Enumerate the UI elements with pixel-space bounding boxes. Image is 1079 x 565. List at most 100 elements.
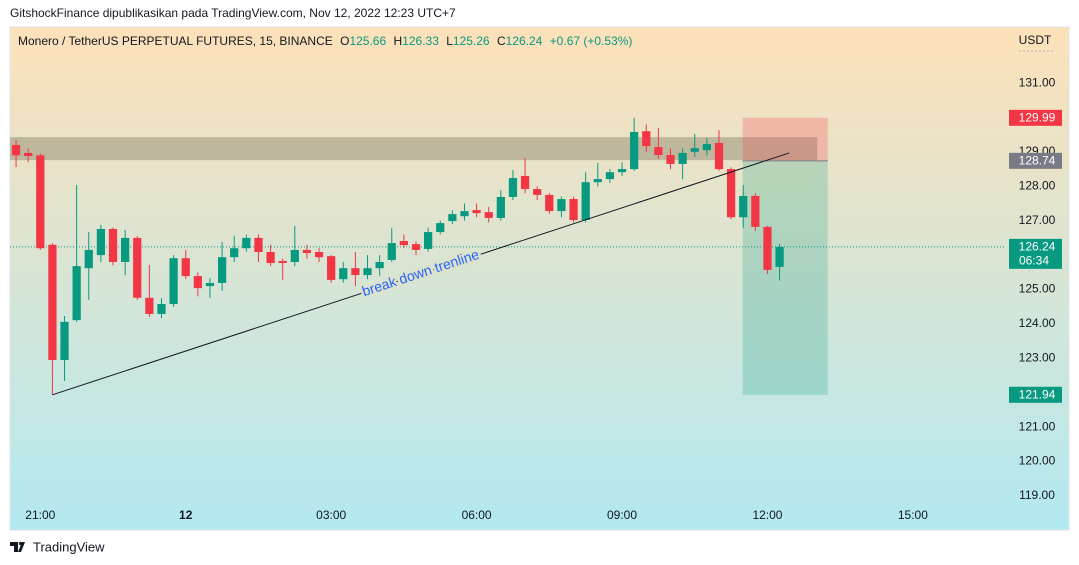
candle-body [387,243,396,260]
candle-body [72,266,81,321]
candle-body [448,214,457,222]
ohlc-label: H [394,34,403,48]
currency: USDT [1019,33,1052,47]
candle-body [351,268,360,276]
candle-body [145,297,154,314]
candle-body [423,232,433,249]
candle-body [654,147,663,155]
candle-body [751,195,760,227]
candle-body [642,131,651,147]
candle-body [36,155,45,249]
candle-body [472,210,481,214]
x-tick-label: 12:00 [752,508,782,522]
candle-body [581,182,590,221]
candle-body [363,268,372,276]
y-tick-label: 131.00 [1019,75,1056,89]
y-tick-label: 127.00 [1019,213,1056,227]
candle-body [726,169,736,218]
price-tag [1009,152,1062,169]
candle-body [266,252,275,264]
candle-body [436,223,445,233]
candle-body [24,152,33,157]
x-tick-label: 12 [179,508,193,522]
brand: TradingView [33,539,105,554]
candle-body [775,246,784,267]
candle-body [181,258,190,277]
candle-body [714,142,724,170]
ohlc-value: 126.33 [402,34,439,48]
ohlc-label: L [446,34,453,48]
candle-body [545,194,554,212]
candle-body [60,321,69,361]
change: +0.67 (+0.53%) [550,34,633,48]
candle-body [678,152,687,164]
y-tick-label: 121.00 [1019,419,1056,433]
candle-body [108,228,118,262]
candle-body [290,249,299,262]
candle-body [533,189,542,195]
candle-body [169,258,178,304]
x-tick-label: 06:00 [462,508,492,522]
candle-body [11,145,21,156]
candle-body [84,249,93,269]
candle-body [48,244,57,361]
x-tick-label: 09:00 [607,508,637,522]
candle-body [763,226,772,270]
ohlc-value: 125.26 [453,34,490,48]
candle-body [605,172,615,180]
candle-body [690,148,699,152]
y-tick-label: 124.00 [1019,316,1056,330]
candle-body [133,237,142,298]
candle-body [630,131,639,170]
candle-body [617,169,627,173]
candle-body [702,143,711,151]
candle-body [121,237,130,262]
ohlc-value: 126.24 [506,34,543,48]
candle-body [411,244,421,250]
candle-body [205,282,215,287]
logo-dot [18,541,23,546]
candle-body [666,154,675,164]
price-tag-label: 128.74 [1019,154,1056,168]
candle-body [484,212,493,218]
y-tick-label: 128.00 [1019,178,1056,192]
x-tick-label: 21:00 [25,508,55,522]
candle-body [96,228,106,256]
plot-background [9,26,1070,531]
candle-body [508,178,518,197]
candle-body [460,211,469,217]
candle-body [157,303,166,314]
x-tick-label: 15:00 [898,508,928,522]
price-tag [1009,386,1062,403]
candle-body [569,199,578,221]
candle-body [593,179,602,183]
x-tick-label: 03:00 [316,508,346,522]
candle-body [375,261,384,269]
logo-mark [10,542,25,552]
candle-body [339,268,348,280]
attribution: GitshockFinance dipublikasikan pada Trad… [10,6,456,20]
y-tick-label: 123.00 [1019,350,1056,364]
zone [10,137,818,161]
candle-body [496,196,505,218]
candle-body [314,252,324,258]
candle-body [739,195,748,218]
candle-body [557,199,566,212]
ohlc-value: 125.66 [349,34,386,48]
price-tag-label: 121.94 [1019,387,1056,401]
candle-body [327,256,336,280]
ohlc-label: O [340,34,349,48]
y-tick-label: 119.00 [1019,488,1055,502]
stop-area [742,117,828,161]
last-price-label: 126.24 [1019,240,1056,254]
plot-layer: 119.00120.00121.00122.00123.00124.00125.… [10,75,1062,522]
y-tick-label: 120.00 [1019,454,1056,468]
candle-body [242,237,251,249]
trendline [52,152,790,396]
ohlc-label: C [497,34,506,48]
candle-body [254,237,263,253]
candle-body [520,175,530,190]
candle-body [302,249,312,254]
candle-body [230,248,239,258]
